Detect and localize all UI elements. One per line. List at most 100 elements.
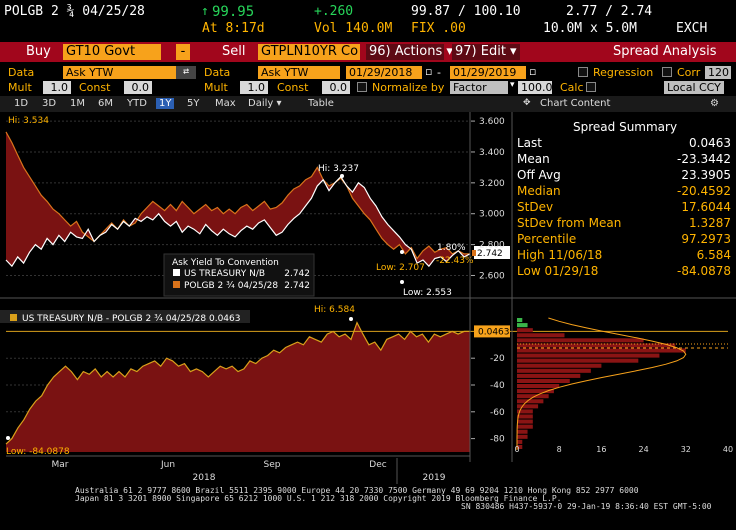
low-marker-polgb — [400, 250, 404, 254]
spread-title-bar — [0, 310, 250, 323]
expand-icon[interactable]: ✥ — [523, 98, 531, 108]
hist-tick-label: 24 — [639, 445, 649, 454]
fix: FIX .00 — [411, 21, 466, 36]
data-label-1: Data — [8, 66, 35, 79]
period-1d[interactable]: 1D — [14, 98, 29, 109]
spread-chart[interactable]: Hi: 3.534 Hi: 3.237 Low: 2.707 Low: 2.553 1.… — [0, 112, 736, 484]
size: 10.0M x 5.0M — [543, 21, 637, 36]
start-date-field[interactable]: 01/29/2018 — [346, 66, 422, 79]
summary-value: 1.3287 — [689, 216, 731, 230]
summary-row: Off Avg 23.3905 — [517, 168, 731, 184]
y-tick-label: 2.600 — [479, 271, 505, 281]
actions-menu[interactable]: 96) Actions ▾ — [366, 44, 453, 60]
bid-ask: 99.87 / 100.10 — [411, 4, 521, 19]
data-field-1[interactable]: Ask YTW — [63, 66, 176, 79]
legend-box — [163, 253, 315, 297]
summary-row: StDev from Mean 1.3287 — [517, 216, 731, 232]
summary-key: StDev — [517, 200, 554, 214]
page-title: Spread Analysis — [613, 44, 717, 59]
hist-tick-label: 40 — [723, 445, 733, 454]
spread-panel: US TREASURY N/B - POLGB 2 ¾ 04/25/28 0.0… — [0, 305, 728, 457]
edit-menu[interactable]: 97) Edit ▾ — [452, 44, 520, 60]
frequency-select[interactable]: Daily ▾ — [248, 98, 282, 109]
data-field-2[interactable]: Ask YTW — [258, 66, 340, 79]
summary-value: -23.3442 — [677, 152, 731, 166]
mult-field-1[interactable]: 1.0 — [43, 81, 71, 94]
histogram-bar — [517, 394, 549, 399]
buy-minus-button[interactable]: - — [176, 44, 190, 60]
gear-icon[interactable]: ⚙ — [710, 98, 719, 109]
summary-key: High 11/06/18 — [517, 248, 603, 262]
summary-value: 97.2973 — [681, 232, 731, 246]
summary-row: Low 01/29/18 -84.0878 — [517, 264, 731, 280]
spread-fill-area — [6, 131, 470, 267]
period-5y[interactable]: 5Y — [187, 98, 200, 109]
summary-value: -84.0878 — [677, 264, 731, 278]
sell-security-field[interactable]: GTPLN10YR Co — [258, 44, 360, 60]
factor-field[interactable]: 100.0 — [518, 81, 553, 94]
period-1y[interactable]: 1Y — [156, 98, 175, 109]
hist-tick-label: 8 — [557, 445, 562, 454]
summary-key: Off Avg — [517, 168, 561, 182]
spread-hi-marker — [349, 317, 353, 321]
y-tick-label: 3.200 — [479, 179, 505, 189]
end-date-field[interactable]: 01/29/2019 — [450, 66, 526, 79]
last-value-marker — [472, 250, 476, 256]
histogram-bar — [517, 333, 565, 338]
corr-value-field[interactable]: 120 — [705, 66, 731, 79]
year-label: 2018 — [193, 473, 216, 483]
hist-tick-label: 32 — [681, 445, 691, 454]
data-label-2: Data — [204, 66, 231, 79]
chart-content-button[interactable]: Chart Content — [540, 98, 611, 109]
swap-icon[interactable]: ⇄ — [176, 66, 196, 79]
currency-select[interactable]: Local CCY — [664, 81, 724, 94]
distribution-curve — [516, 317, 687, 450]
mult-label-2: Mult — [204, 81, 228, 94]
polgb-series-line — [5, 131, 470, 260]
dropdown-arrow-icon[interactable]: ▾ — [510, 80, 515, 90]
summary-key: Low 01/29/18 — [517, 264, 599, 278]
mult-field-2[interactable]: 1.0 — [240, 81, 268, 94]
period-ytd[interactable]: YTD — [127, 98, 147, 109]
last-value-label: 2.742 — [477, 249, 503, 259]
y-tick-label: -40 — [490, 381, 505, 391]
summary-row: StDev 17.6044 — [517, 200, 731, 216]
annotation-spread-low: Low: -84.0878 — [6, 447, 70, 457]
period-1m[interactable]: 1M — [70, 98, 85, 109]
yield-pair: 2.77 / 2.74 — [566, 4, 653, 19]
yield-panel: Hi: 3.534 Hi: 3.237 Low: 2.707 Low: 2.553 1.… — [5, 116, 510, 298]
axes: 3.600 3.400 3.200 3.000 2.800 2.600 0.0463 -20 -… — [0, 112, 736, 484]
y-tick-label: 2.800 — [479, 241, 505, 251]
period-6m[interactable]: 6M — [98, 98, 113, 109]
y-tick-label: 3.000 — [479, 210, 505, 220]
period-max[interactable]: Max — [215, 98, 236, 109]
histogram-bar — [517, 414, 533, 419]
histogram-bar — [517, 439, 523, 444]
legend-value-ust: 2.742 — [284, 269, 310, 279]
legend-title: Ask Yield To Convention — [172, 258, 279, 268]
last-value-box — [474, 246, 510, 259]
spread-last-label: 0.0463 — [478, 327, 510, 337]
month-label: Sep — [264, 460, 281, 470]
histogram-panel: 0 8 16 24 32 40 — [514, 317, 733, 454]
regression-checkbox[interactable] — [578, 67, 588, 77]
histogram-bar — [517, 434, 528, 439]
calc-checkbox[interactable] — [586, 82, 596, 92]
date-separator: - — [437, 66, 441, 79]
normalize-checkbox[interactable] — [357, 82, 367, 92]
corr-checkbox[interactable] — [662, 67, 672, 77]
sell-label: Sell — [222, 44, 246, 59]
normalize-select[interactable]: Factor — [450, 81, 508, 94]
const-label-2: Const — [277, 81, 309, 94]
y-tick-label: -20 — [490, 354, 505, 364]
period-3d[interactable]: 3D — [42, 98, 57, 109]
summary-key: Last — [517, 136, 542, 150]
const-field-2[interactable]: 0.0 — [322, 81, 350, 94]
calendar-icon[interactable]: ▫ — [425, 65, 433, 78]
buy-security-field[interactable]: GT10 Govt — [63, 44, 161, 60]
const-field-1[interactable]: 0.0 — [124, 81, 152, 94]
histogram-bar — [517, 429, 528, 434]
histogram-bar — [517, 424, 533, 429]
calendar-icon[interactable]: ▫ — [529, 65, 537, 78]
table-tab[interactable]: Table — [308, 98, 334, 109]
